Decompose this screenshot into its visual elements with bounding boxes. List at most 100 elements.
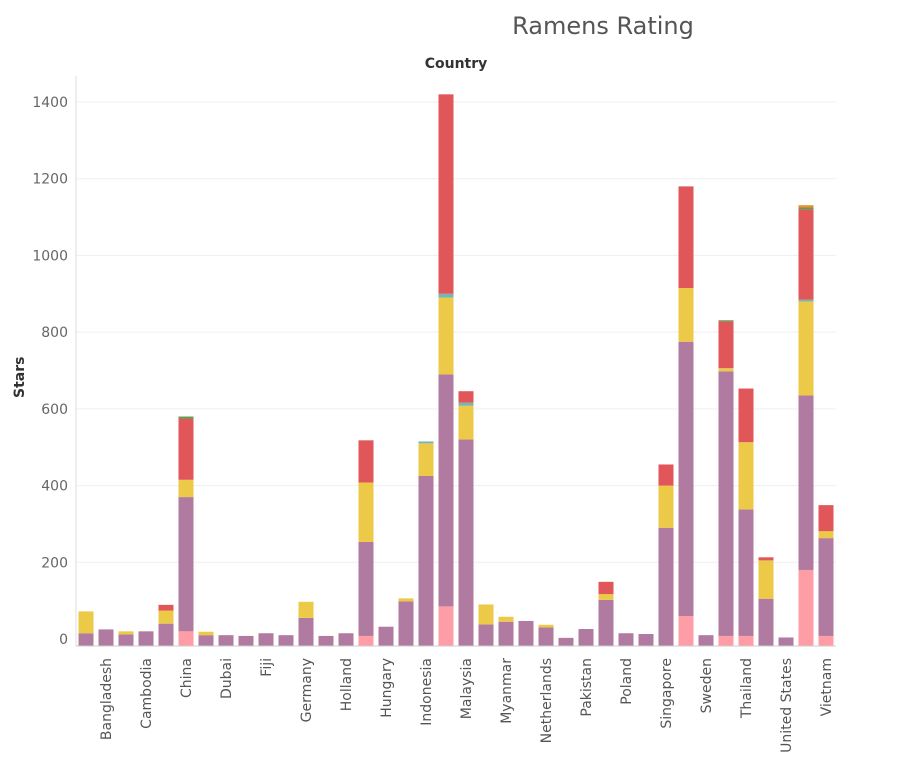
bar-segment [718, 320, 734, 322]
bar-segment [518, 620, 534, 646]
bar-segment [438, 94, 454, 294]
x-tick-label: Vietnam [819, 658, 835, 716]
x-tick-label: Indonesia [419, 658, 435, 726]
bar-segment [438, 606, 454, 646]
y-tick-label: 800 [41, 325, 68, 341]
bar-segment [598, 581, 614, 595]
bar-segment [478, 624, 494, 646]
bar-segment [558, 637, 574, 646]
bar-segment [538, 624, 554, 628]
bar-segment [818, 538, 834, 636]
bar-segment [298, 617, 314, 646]
x-axis: Bangladesh Cambodia China Dubai Fiji Germany H… [76, 645, 836, 753]
x-tick-label: Holland [339, 658, 355, 711]
bar-segment [438, 293, 454, 298]
bar-segment [358, 541, 374, 636]
bar-segment [458, 439, 474, 646]
bar-segment [818, 635, 834, 646]
bars [78, 94, 834, 646]
column-header: Country [424, 56, 488, 72]
x-tick-label: Netherlands [539, 658, 555, 743]
bar-segment [758, 560, 774, 599]
bar-segment [158, 604, 174, 611]
bar-segment [178, 418, 194, 480]
bar-segment [798, 209, 814, 300]
bar-segment [358, 635, 374, 646]
bar-segment [798, 569, 814, 646]
bar-segment [618, 633, 634, 646]
bar-segment [818, 531, 834, 539]
bar-segment [398, 601, 414, 646]
x-tick-label: Hungary [379, 658, 395, 718]
bar-segment [338, 633, 354, 646]
bar-segment [658, 464, 674, 486]
x-tick-label: Bangladesh [99, 658, 115, 740]
bar-segment [738, 388, 754, 443]
bar-segment [658, 527, 674, 646]
x-tick-label: Myanmar [499, 658, 515, 724]
bar-segment [358, 482, 374, 542]
bar-segment [318, 635, 334, 646]
bar-segment [158, 623, 174, 646]
x-tick-label: United States [779, 658, 795, 753]
bar-segment [718, 321, 734, 369]
bar-segment [98, 629, 114, 646]
bar-segment [118, 634, 134, 646]
bar-segment [578, 629, 594, 646]
bar-segment [738, 509, 754, 636]
bar-segment [78, 633, 94, 646]
x-tick-label: China [179, 658, 195, 698]
bar-segment [638, 634, 654, 646]
bar-segment [358, 440, 374, 483]
bar-segment [718, 368, 734, 372]
y-tick-label: 600 [41, 402, 68, 418]
bar-segment [718, 371, 734, 636]
bar-segment [798, 301, 814, 396]
x-tick-label: Poland [619, 658, 635, 705]
bar-segment [378, 626, 394, 646]
bar-segment [238, 635, 254, 646]
bar-segment [178, 631, 194, 646]
bar-segment [438, 374, 454, 607]
bar-segment [738, 635, 754, 646]
y-tick-label: 1200 [32, 172, 68, 188]
bar-segment [78, 611, 94, 634]
bar-segment [458, 405, 474, 440]
bar-segment [458, 402, 474, 406]
bar-segment [598, 594, 614, 600]
bar-segment [758, 598, 774, 646]
bar-segment [478, 604, 494, 625]
x-tick-label: Fiji [259, 658, 275, 677]
y-tick-label: 1400 [32, 95, 68, 111]
x-tick-label: Sweden [699, 658, 715, 713]
bar-segment [798, 207, 814, 210]
bar-segment [178, 497, 194, 632]
x-tick-label: Malaysia [459, 658, 475, 719]
bar-segment [198, 631, 214, 636]
bar-segment [658, 485, 674, 528]
bar-segment [698, 635, 714, 646]
bar-segment [678, 186, 694, 289]
bar-segment [538, 627, 554, 646]
bar-segment [198, 635, 214, 646]
x-tick-label: Dubai [219, 658, 235, 699]
bar-segment [498, 621, 514, 646]
bar-segment [598, 599, 614, 646]
bar-segment [438, 297, 454, 375]
bar-segment [418, 441, 434, 444]
bar-segment [798, 395, 814, 570]
x-tick-label: Pakistan [579, 658, 595, 717]
bar-segment [118, 631, 134, 635]
chart-title: Ramens Rating [512, 12, 694, 40]
bar-segment [798, 299, 814, 302]
bar-segment [678, 615, 694, 646]
bar-segment [298, 601, 314, 618]
bar-segment [138, 631, 154, 646]
bar-segment [418, 475, 434, 646]
bar-segment [778, 637, 794, 646]
x-tick-label: Germany [299, 658, 315, 722]
x-tick-label: Singapore [659, 658, 675, 729]
x-tick-label: Cambodia [139, 658, 155, 729]
gridlines [76, 101, 836, 563]
bar-segment [158, 610, 174, 624]
